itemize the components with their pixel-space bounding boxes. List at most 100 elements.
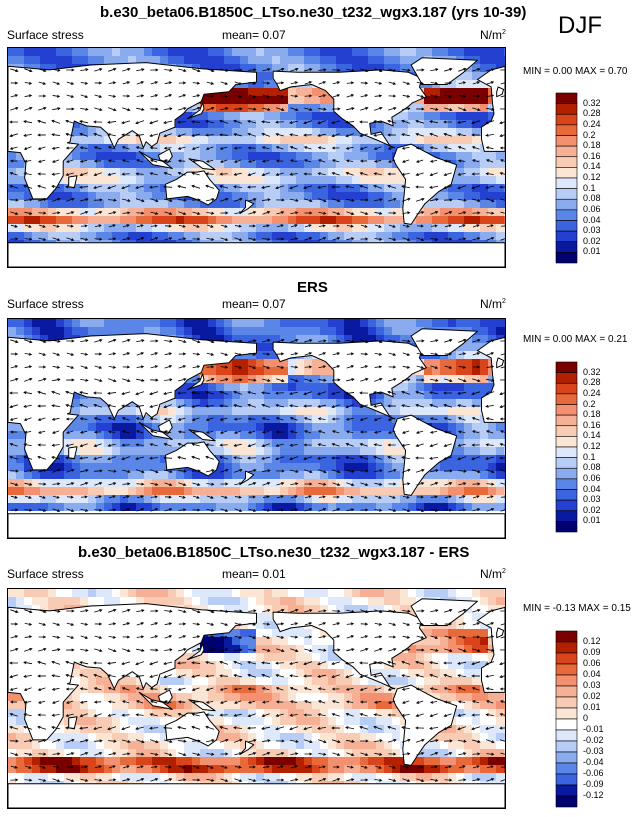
stress-vectors: [9, 608, 505, 782]
landmass: [138, 691, 173, 710]
colorbar-tick-label: 0.02: [583, 235, 601, 246]
colorbar-tick-label: 0.18: [583, 409, 601, 420]
colorbar-swatch: [555, 718, 578, 731]
colorbar-swatch: [555, 499, 578, 512]
colorbar-tick-label: 0.12: [583, 441, 601, 451]
landmass: [164, 170, 220, 206]
colorbar-swatch: [555, 252, 578, 264]
colorbar-tick-label: -0.03: [583, 746, 604, 756]
colorbar-swatch: [555, 729, 578, 742]
colorbar-tick-label: 0.08: [583, 193, 601, 204]
colorbar-tick-label: 0.03: [583, 680, 601, 690]
colorbar-tick-label: 0.04: [583, 669, 601, 679]
panel1-mean-label: mean= 0.07: [222, 28, 286, 42]
colorbar-swatch: [555, 145, 578, 158]
panel3-colorbar: 0.12 0.09 0.06 0.04 0.03 0.02 0.01 0 -0.01 -0.02-…: [555, 630, 635, 808]
colorbar-swatch: [555, 795, 578, 808]
colorbar-swatch: [555, 404, 578, 416]
colorbar-swatch: [555, 641, 578, 654]
panel3-map: [7, 588, 506, 809]
landmass: [392, 684, 458, 766]
colorbar-swatch: [555, 220, 578, 232]
panel3-title: b.e30_beta06.B1850C_LTso.ne30_t232_wgx3.…: [78, 544, 470, 561]
landmass: [8, 513, 505, 538]
panel1-title: b.e30_beta06.B1850C_LTso.ne30_t232_wgx3.…: [100, 4, 527, 21]
colorbar-tick-label: 0.08: [583, 462, 601, 473]
colorbar-tick-label: 0.24: [583, 387, 601, 398]
landmass: [496, 627, 505, 639]
landmass: [8, 242, 505, 267]
colorbar-swatch: [555, 510, 578, 522]
colorbar-swatch: [555, 707, 578, 720]
colorbar-swatch: [555, 489, 578, 501]
colorbar-tick-label: -0.06: [583, 768, 604, 778]
colorbar-tick-label: 0.28: [583, 108, 601, 119]
colorbar-tick-label: 0.09: [583, 647, 601, 657]
colorbar-swatch: [555, 773, 578, 786]
colorbar-swatch: [555, 177, 578, 189]
colorbar-swatch: [555, 685, 578, 698]
colorbar-swatch: [555, 209, 578, 221]
colorbar-tick-label: -0.02: [583, 735, 604, 745]
season-label: DJF: [558, 12, 602, 39]
landmass: [68, 716, 78, 730]
colorbar-tick-label: -0.01: [583, 724, 604, 734]
colorbar-swatch: [555, 124, 578, 136]
colorbar-tick-label: 0.32: [583, 366, 601, 377]
colorbar-tick-label: 0.12: [583, 636, 601, 646]
colorbar-tick-label: -0.12: [583, 790, 604, 800]
panel2-colorbar: 0.32 0.28 0.24 0.2 0.18 0.16 0.14 0.12 0.1 0.08 0.…: [555, 361, 635, 533]
colorbar-tick-label: 0.18: [583, 140, 601, 151]
colorbar-tick-label: 0.12: [583, 172, 601, 182]
panel1-map: [7, 47, 506, 268]
colorbar-swatch: [555, 135, 578, 147]
panel1-colorbar: 0.32 0.28 0.24 0.2 0.18 0.16 0.14 0.12 0.1 0.08 0.…: [555, 92, 635, 264]
colorbar-tick-label: 0.2: [583, 398, 596, 409]
colorbar-tick-label: -0.09: [583, 779, 604, 789]
landmass: [239, 199, 255, 214]
landmass: [187, 643, 205, 661]
landmass: [164, 441, 220, 477]
colorbar-tick-label: -0.04: [583, 757, 604, 767]
colorbar-tick-label: 0.24: [583, 118, 601, 129]
colorbar-swatch: [555, 361, 578, 373]
colorbar-swatch: [555, 521, 578, 533]
landmass: [164, 711, 220, 747]
colorbar-swatch: [555, 92, 578, 104]
landmass: [239, 740, 255, 755]
colorbar-tick-label: 0.02: [583, 504, 601, 515]
colorbar-swatch: [555, 425, 578, 437]
landmass: [158, 148, 173, 163]
panel3-units: N/m2: [480, 567, 506, 581]
colorbar-swatch: [555, 630, 578, 643]
colorbar-tick-label: 0.06: [583, 203, 601, 214]
stress-vectors: [9, 338, 505, 512]
colorbar-swatch: [555, 762, 578, 775]
colorbar-tick-label: 0.32: [583, 97, 601, 108]
colorbar-swatch: [555, 382, 578, 395]
colorbar-tick-label: 0.16: [583, 419, 601, 430]
colorbar-swatch: [555, 372, 578, 384]
colorbar-tick-label: 0.01: [583, 246, 601, 257]
landmass: [392, 414, 458, 496]
panel2-mean-label: mean= 0.07: [222, 297, 286, 311]
panel2-minmax: MIN = 0.00 MAX = 0.21: [523, 334, 628, 345]
panel3-variable-label: Surface stress: [7, 567, 84, 581]
colorbar-tick-label: 0.28: [583, 377, 601, 388]
colorbar-swatch: [555, 751, 578, 764]
colorbar-swatch: [555, 663, 578, 676]
colorbar-tick-label: 0: [583, 713, 589, 723]
panel2-units: N/m2: [480, 297, 506, 311]
colorbar-tick-label: 0.02: [583, 691, 601, 701]
colorbar-tick-label: 0.03: [583, 494, 601, 505]
colorbar-tick-label: 0.06: [583, 472, 601, 483]
colorbar-tick-label: 0.04: [583, 483, 601, 494]
colorbar-tick-label: 0.2: [583, 129, 596, 140]
colorbar-swatch: [555, 436, 578, 448]
landmass: [68, 175, 78, 189]
landmass: [8, 783, 505, 808]
panel3-mean-label: mean= 0.01: [222, 567, 286, 581]
colorbar-swatch: [555, 446, 578, 458]
colorbar-swatch: [555, 478, 578, 490]
colorbar-swatch: [555, 393, 578, 405]
